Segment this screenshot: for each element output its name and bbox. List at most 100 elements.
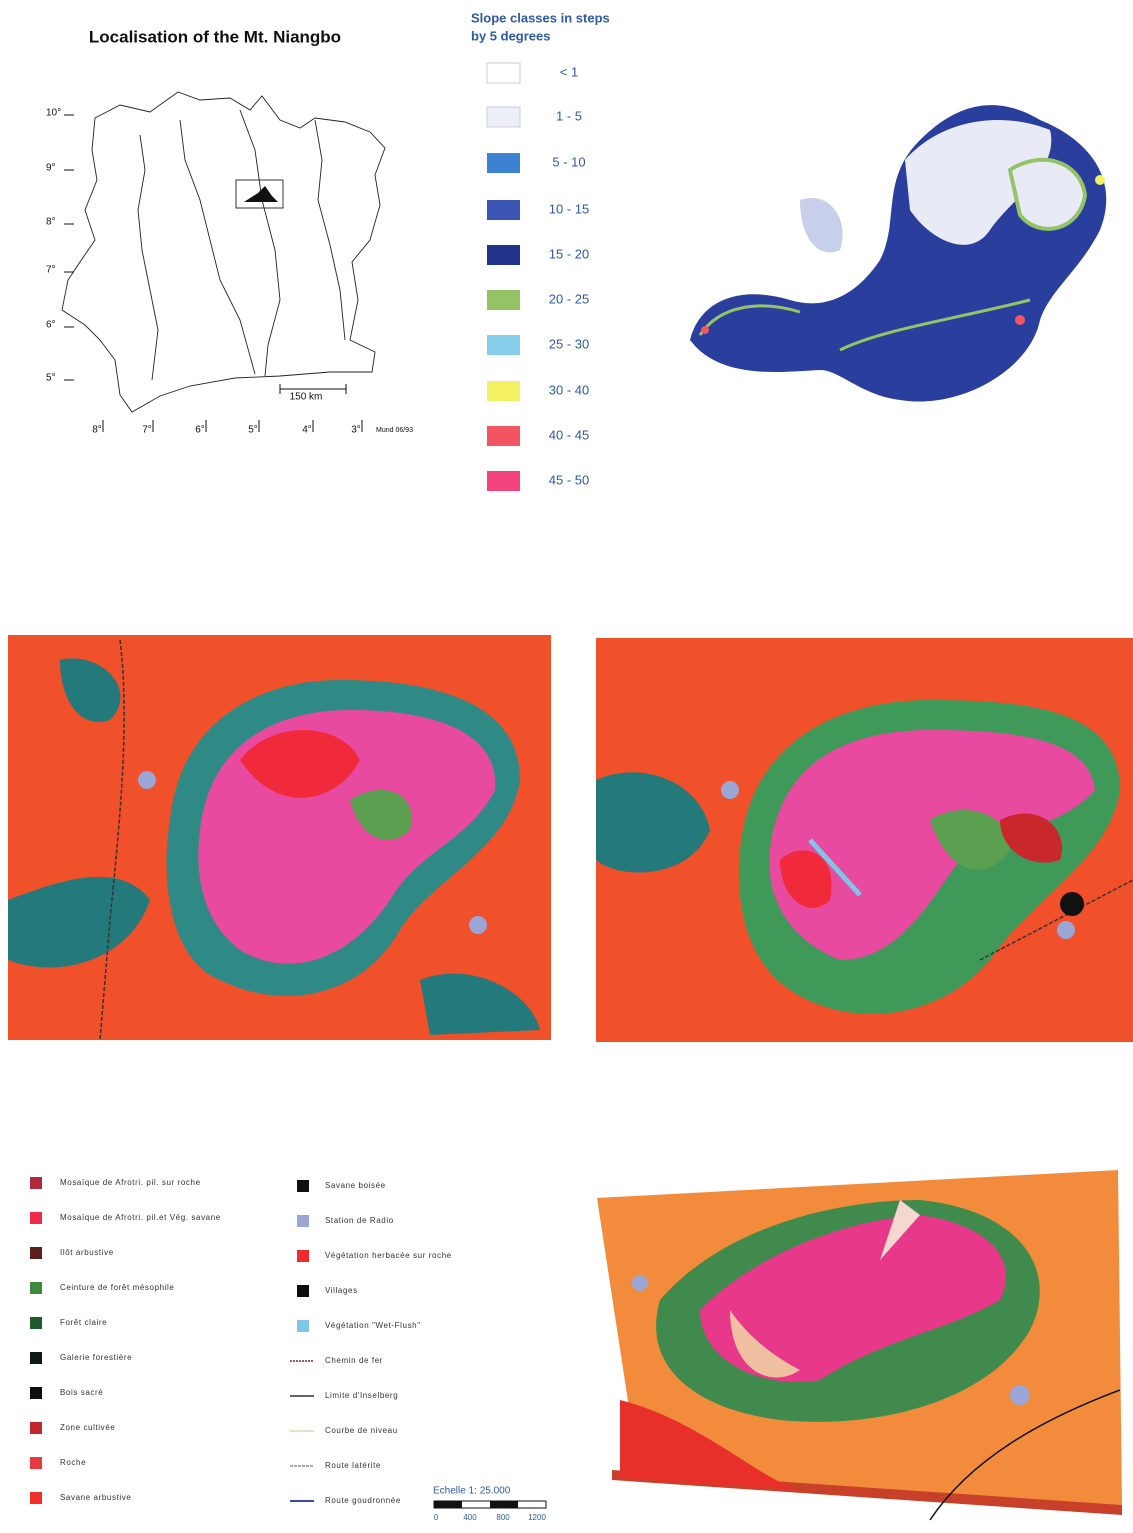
slope-class-label: 15 - 20 bbox=[549, 246, 589, 261]
longitude-label: 5° bbox=[248, 425, 258, 436]
slope-swatch bbox=[487, 245, 520, 265]
slope-swatch bbox=[487, 290, 520, 310]
slope-zone bbox=[1010, 160, 1085, 229]
slope-zone bbox=[701, 326, 709, 334]
longitude-labels: 8°7°6°5°4°3° bbox=[92, 420, 362, 436]
legend-label: Forêt claire bbox=[60, 1318, 107, 1327]
perspective-map bbox=[597, 1170, 1122, 1520]
credit: Mund 06/93 bbox=[376, 427, 413, 434]
river bbox=[315, 120, 345, 340]
legend-label: Station de Radio bbox=[325, 1216, 394, 1225]
slope-class-label: 25 - 30 bbox=[549, 336, 589, 351]
country-map: 150 km Mund 06/93 bbox=[62, 92, 413, 434]
slope-zone bbox=[800, 198, 843, 253]
slope-class-label: 5 - 10 bbox=[552, 154, 585, 169]
legend-label: Ceinture de forêt mésophile bbox=[60, 1283, 174, 1292]
scale-bar bbox=[490, 1501, 518, 1508]
longitude-label: 3° bbox=[351, 425, 361, 436]
legend-label: Bois sacré bbox=[60, 1388, 103, 1397]
slope-legend: < 1 1 - 5 5 - 10 10 - 15 15 - 20 20 - 25 25 - … bbox=[487, 63, 589, 491]
legend-swatch bbox=[30, 1247, 42, 1259]
slope-class-label: < 1 bbox=[560, 64, 578, 79]
body: { "location_map": { "title": "Localisati… bbox=[0, 0, 1133, 1533]
legend-swatch bbox=[30, 1212, 42, 1224]
legend-swatch bbox=[297, 1285, 309, 1297]
legend-swatch bbox=[297, 1180, 309, 1192]
legend-label: Courbe de niveau bbox=[325, 1426, 398, 1435]
massif-icon bbox=[244, 186, 278, 202]
legend-swatch bbox=[297, 1250, 309, 1262]
slope-class-label: 20 - 25 bbox=[549, 291, 589, 306]
legend-label: Route goudronnée bbox=[325, 1496, 401, 1505]
legend-label: Ilôt arbustive bbox=[60, 1248, 114, 1257]
radio-station bbox=[1010, 1385, 1030, 1405]
latitude-label: 5° bbox=[46, 373, 56, 384]
legend-label: Végétation herbacée sur roche bbox=[325, 1251, 452, 1260]
slope-swatch bbox=[487, 335, 520, 355]
radio-station bbox=[138, 771, 156, 789]
legend-swatch bbox=[30, 1387, 42, 1399]
legend-swatch bbox=[30, 1492, 42, 1504]
slope-class-label: 10 - 15 bbox=[549, 201, 589, 216]
scale-tick-label: 800 bbox=[496, 1513, 510, 1522]
legend-swatch bbox=[30, 1317, 42, 1329]
legend-swatch bbox=[297, 1215, 309, 1227]
legend-swatch bbox=[30, 1457, 42, 1469]
scale-title: Echelle 1: 25.000 bbox=[433, 1486, 511, 1497]
radio-station bbox=[721, 781, 739, 799]
legend-label: Roche bbox=[60, 1458, 86, 1467]
slope-class-label: 1 - 5 bbox=[556, 108, 582, 123]
scale-tick-label: 0 bbox=[434, 1513, 439, 1522]
legend-label: Limite d'Inselberg bbox=[325, 1391, 398, 1400]
legend-swatch bbox=[30, 1282, 42, 1294]
longitude-label: 7° bbox=[142, 425, 152, 436]
vegetation-legend: Mosaïque de Afrotri. pil. sur roche Mosaï… bbox=[30, 1177, 452, 1505]
page-canvas: Localisation of the Mt. Niangbo 150 km M… bbox=[0, 0, 1133, 1533]
radio-station bbox=[1057, 921, 1075, 939]
map-title: Localisation of the Mt. Niangbo bbox=[89, 27, 341, 46]
vegetation-map bbox=[596, 638, 1133, 1042]
legend-swatch bbox=[30, 1422, 42, 1434]
latitude-label: 9° bbox=[46, 163, 56, 174]
slope-legend-title: by 5 degrees bbox=[471, 28, 551, 43]
latitude-label: 8° bbox=[46, 217, 56, 228]
legend-label: Savane boisée bbox=[325, 1181, 386, 1190]
scale-bar bbox=[434, 1501, 462, 1508]
legend-label: Chemin de fer bbox=[325, 1356, 383, 1365]
legend-label: Mosaïque de Afrotri. pil. sur roche bbox=[60, 1178, 201, 1187]
legend-label: Villages bbox=[325, 1286, 358, 1295]
scale-tick-label: 1200 bbox=[528, 1513, 546, 1522]
latitude-label: 10° bbox=[46, 108, 61, 119]
slope-swatch bbox=[487, 153, 520, 173]
slope-swatch bbox=[487, 63, 520, 83]
legend-swatch bbox=[30, 1177, 42, 1189]
river bbox=[138, 135, 158, 380]
slope-class-label: 30 - 40 bbox=[549, 382, 589, 397]
slope-legend-title: Slope classes in steps bbox=[471, 10, 610, 25]
legend-swatch bbox=[30, 1352, 42, 1364]
page: Mt. Niangbo maps html, body { margin: 0;… bbox=[0, 0, 1133, 1533]
country-outline bbox=[62, 92, 385, 412]
slope-swatch bbox=[487, 471, 520, 491]
legend-label: Végétation "Wet-Flush" bbox=[325, 1321, 421, 1330]
legend-label: Route latérite bbox=[325, 1461, 381, 1470]
slope-class-label: 45 - 50 bbox=[549, 472, 589, 487]
slope-swatch bbox=[487, 381, 520, 401]
latitude-label: 6° bbox=[46, 320, 56, 331]
vegetation-map bbox=[8, 635, 551, 1040]
scale-label: 150 km bbox=[290, 392, 323, 403]
slope-zone bbox=[1095, 175, 1105, 185]
latitude-label: 7° bbox=[46, 265, 56, 276]
slope-swatch bbox=[487, 426, 520, 446]
scale-bar bbox=[434, 1501, 546, 1508]
longitude-label: 4° bbox=[302, 425, 312, 436]
village bbox=[1060, 892, 1084, 916]
slope-zone bbox=[1015, 315, 1025, 325]
radio-station bbox=[469, 916, 487, 934]
slope-swatch bbox=[487, 200, 520, 220]
slope-swatch bbox=[487, 107, 520, 127]
legend-label: Mosaïque de Afrotri. pil.et Vég. savane bbox=[60, 1213, 221, 1222]
longitude-label: 8° bbox=[92, 425, 102, 436]
legend-swatch bbox=[297, 1320, 309, 1332]
